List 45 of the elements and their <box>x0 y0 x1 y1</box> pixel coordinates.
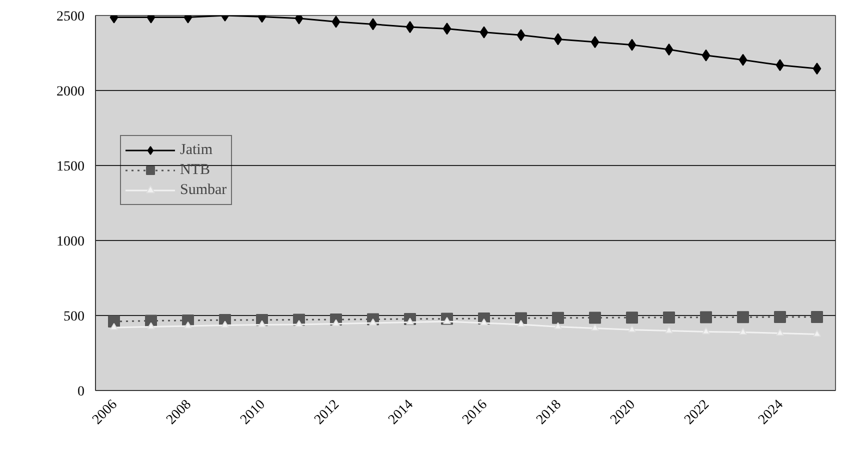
point <box>591 324 599 331</box>
y-tick-label: 1500 <box>56 160 84 174</box>
point <box>184 321 192 329</box>
y-tick-label: 1000 <box>56 234 84 250</box>
point <box>700 311 712 324</box>
point <box>737 311 749 324</box>
point <box>776 328 784 336</box>
point <box>147 322 155 330</box>
point <box>110 322 118 330</box>
y-tick-label: 500 <box>64 310 84 324</box>
point <box>812 62 822 75</box>
point <box>516 29 526 42</box>
point <box>813 330 821 337</box>
point <box>332 16 340 28</box>
point <box>628 325 636 332</box>
point <box>515 312 527 324</box>
point <box>702 327 710 334</box>
point <box>552 312 564 324</box>
point <box>811 311 823 323</box>
point <box>480 26 488 38</box>
y-tick-label: 2500 <box>56 10 84 24</box>
point <box>626 312 638 324</box>
legend-label: Jatim <box>180 142 212 158</box>
point <box>738 54 748 66</box>
point <box>589 312 601 324</box>
point <box>776 59 784 72</box>
point <box>406 21 414 34</box>
point <box>702 49 710 62</box>
point <box>590 36 600 48</box>
point <box>664 44 674 56</box>
legend-label: NTB <box>180 162 210 178</box>
point <box>739 328 747 335</box>
point <box>554 33 562 46</box>
point <box>221 320 229 328</box>
point <box>442 22 452 35</box>
point <box>774 311 786 323</box>
point <box>517 320 525 328</box>
y-tick-label: 0 <box>78 384 84 400</box>
point <box>663 311 675 324</box>
point <box>665 326 673 334</box>
legend-label: Sumbar <box>180 182 227 198</box>
point <box>554 322 562 330</box>
y-tick-label: 2000 <box>56 84 84 100</box>
point <box>628 38 636 51</box>
point <box>368 18 378 30</box>
